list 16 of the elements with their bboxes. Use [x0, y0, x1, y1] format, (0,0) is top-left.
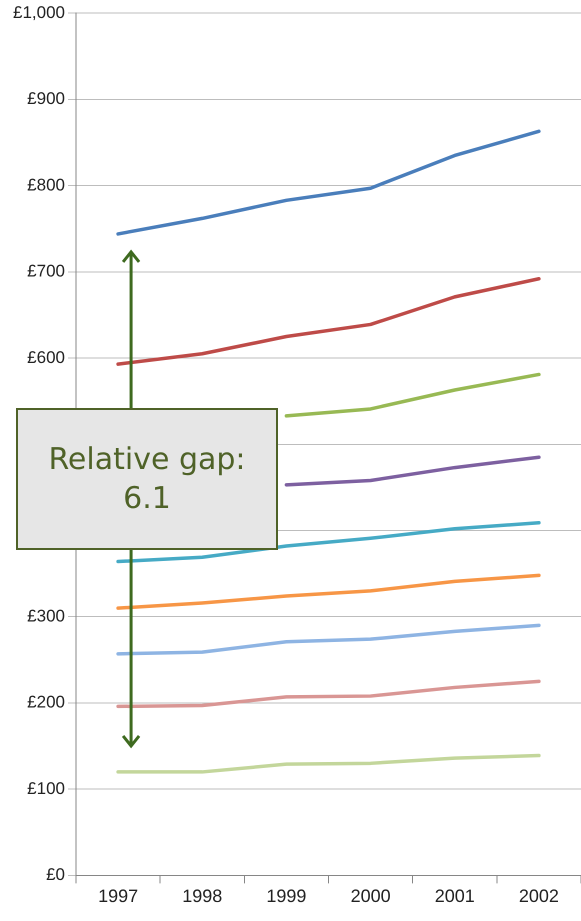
x-tick-label: 1999 [266, 886, 306, 906]
y-tick-label: £800 [27, 175, 65, 194]
y-tick-label: £200 [27, 692, 65, 712]
x-tick-label: 2000 [350, 886, 391, 906]
annotation: Relative gap: 6.1 [16, 408, 278, 550]
y-tick-label: £1,000 [12, 2, 65, 22]
y-tick-label: £600 [27, 348, 65, 367]
x-tick-label: 2002 [518, 886, 559, 906]
y-tick-label: £0 [46, 865, 65, 884]
y-tick-label: £100 [27, 778, 65, 798]
y-tick-label: £700 [27, 262, 65, 281]
x-tick-label: 2001 [434, 886, 475, 906]
x-tick-label: 1997 [98, 886, 138, 906]
y-tick-label: £300 [27, 606, 65, 626]
y-tick-label: £900 [27, 89, 65, 108]
x-tick-label: 1998 [182, 886, 222, 906]
